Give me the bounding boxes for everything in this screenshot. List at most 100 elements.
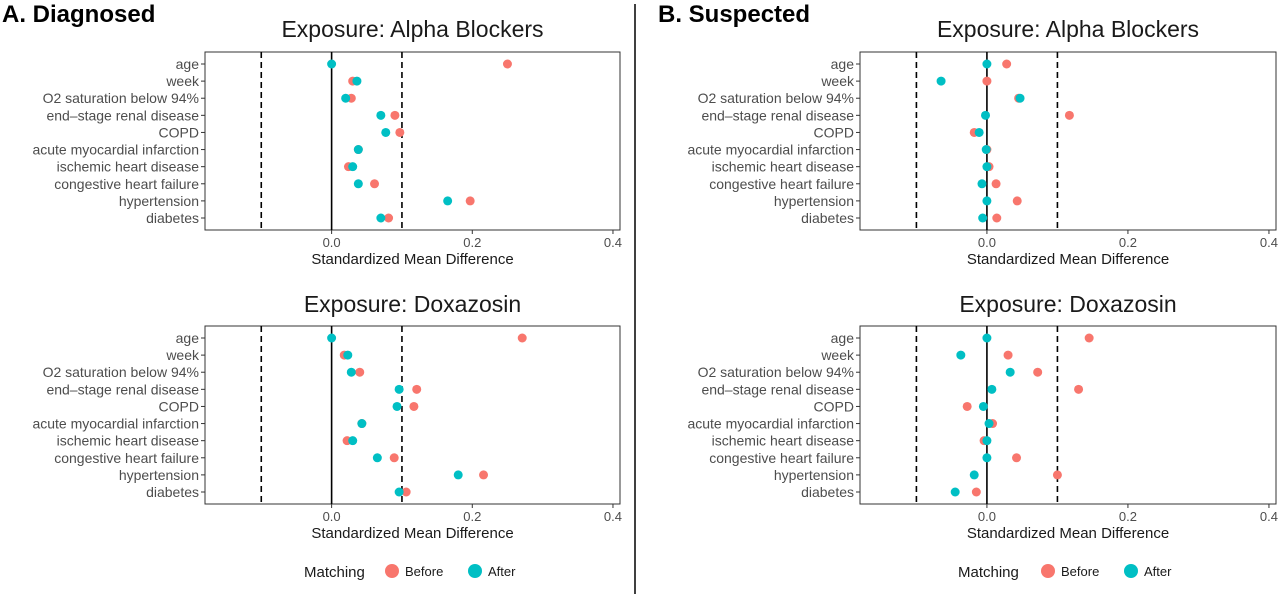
chart-title: Exposure: Alpha Blockers: [937, 16, 1199, 42]
point-before-diabetes: [401, 487, 411, 497]
point-after-week: [956, 350, 966, 360]
legend-key-after: [1124, 564, 1138, 578]
point-after-congestive-heart-failure: [372, 453, 382, 463]
x-tick-label: 0.0: [978, 235, 996, 250]
legend-left: Matching Before After: [304, 564, 516, 581]
point-before-hypertension: [1052, 470, 1062, 480]
y-tick-label-congestive-heart-failure: congestive heart failure: [54, 176, 199, 192]
x-axis-label: Standardized Mean Difference: [311, 251, 513, 268]
y-tick-label-hypertension: hypertension: [774, 467, 854, 483]
x-axis-label: Standardized Mean Difference: [967, 525, 1169, 542]
point-after-congestive-heart-failure: [982, 453, 992, 463]
point-after-congestive-heart-failure: [977, 179, 987, 189]
point-after-end-stage-renal-disease: [376, 110, 386, 120]
point-after-congestive-heart-failure: [353, 179, 363, 189]
point-before-congestive-heart-failure: [389, 453, 399, 463]
chart-title: Exposure: Alpha Blockers: [281, 16, 543, 42]
y-tick-label-diabetes: diabetes: [801, 484, 854, 500]
point-after-diabetes: [394, 487, 404, 497]
point-after-week: [352, 76, 362, 86]
y-tick-label-end-stage-renal-disease: end–stage renal disease: [46, 381, 199, 397]
y-tick-label-end-stage-renal-disease: end–stage renal disease: [701, 381, 854, 397]
point-before-copd: [395, 127, 405, 137]
point-before-congestive-heart-failure: [991, 179, 1001, 189]
point-after-end-stage-renal-disease: [987, 384, 997, 394]
y-tick-label-copd: COPD: [814, 124, 854, 140]
y-tick-label-hypertension: hypertension: [774, 193, 854, 209]
point-before-hypertension: [465, 196, 475, 206]
point-after-diabetes: [978, 213, 988, 223]
point-before-week: [1003, 350, 1013, 360]
point-after-hypertension: [982, 196, 992, 206]
point-after-ischemic-heart-disease: [348, 162, 358, 172]
point-before-age: [1002, 59, 1012, 69]
point-before-diabetes: [992, 213, 1002, 223]
plot-area: [859, 51, 1277, 231]
chart-title: Exposure: Doxazosin: [304, 291, 521, 317]
point-before-end-stage-renal-disease: [390, 110, 400, 120]
point-after-o2-saturation-below-94: [346, 367, 356, 377]
point-after-o2-saturation-below-94: [1005, 367, 1015, 377]
point-after-age: [982, 59, 992, 69]
y-tick-label-congestive-heart-failure: congestive heart failure: [709, 450, 854, 466]
x-tick-label: 0.4: [1260, 509, 1278, 524]
point-after-hypertension: [443, 196, 453, 206]
point-before-congestive-heart-failure: [370, 179, 380, 189]
x-tick-label: 0.2: [463, 509, 481, 524]
y-tick-label-copd: COPD: [814, 398, 854, 414]
x-axis-label: Standardized Mean Difference: [311, 525, 513, 542]
point-after-end-stage-renal-disease: [394, 384, 404, 394]
y-tick-label-age: age: [831, 56, 855, 72]
plot-area: [204, 51, 621, 231]
y-tick-label-acute-myocardial-infarction: acute myocardial infarction: [687, 142, 854, 158]
y-tick-label-acute-myocardial-infarction: acute myocardial infarction: [32, 416, 199, 432]
legend-title: Matching: [958, 564, 1019, 581]
y-tick-label-week: week: [165, 73, 200, 89]
y-tick-label-congestive-heart-failure: congestive heart failure: [709, 176, 854, 192]
y-tick-label-o2-saturation-below-94: O2 saturation below 94%: [698, 364, 854, 380]
point-after-diabetes: [950, 487, 960, 497]
legend-key-before: [1041, 564, 1055, 578]
legend-title: Matching: [304, 564, 365, 581]
x-axis-label: Standardized Mean Difference: [967, 251, 1169, 268]
point-before-end-stage-renal-disease: [1074, 384, 1084, 394]
y-tick-label-end-stage-renal-disease: end–stage renal disease: [701, 107, 854, 123]
x-tick-label: 0.0: [323, 235, 341, 250]
x-tick-label: 0.0: [323, 509, 341, 524]
point-after-ischemic-heart-disease: [982, 162, 992, 172]
chart-title: Exposure: Doxazosin: [959, 291, 1176, 317]
y-tick-label-hypertension: hypertension: [119, 193, 199, 209]
x-tick-label: 0.4: [1260, 235, 1278, 250]
point-after-end-stage-renal-disease: [981, 110, 991, 120]
y-tick-label-acute-myocardial-infarction: acute myocardial infarction: [32, 142, 199, 158]
point-before-age: [502, 59, 512, 69]
y-tick-label-age: age: [176, 56, 200, 72]
y-tick-label-age: age: [176, 330, 200, 346]
plot-area: [204, 325, 621, 505]
point-before-o2-saturation-below-94: [1033, 367, 1043, 377]
point-after-ischemic-heart-disease: [982, 436, 992, 446]
point-after-diabetes: [376, 213, 386, 223]
y-tick-label-ischemic-heart-disease: ischemic heart disease: [57, 433, 200, 449]
y-tick-label-ischemic-heart-disease: ischemic heart disease: [57, 159, 200, 175]
y-tick-label-o2-saturation-below-94: O2 saturation below 94%: [43, 90, 199, 106]
x-tick-label: 0.0: [978, 509, 996, 524]
y-tick-label-ischemic-heart-disease: ischemic heart disease: [712, 433, 855, 449]
point-after-week: [343, 350, 353, 360]
point-before-copd: [962, 401, 972, 411]
point-before-copd: [409, 401, 419, 411]
point-after-hypertension: [453, 470, 463, 480]
y-tick-label-o2-saturation-below-94: O2 saturation below 94%: [43, 364, 199, 380]
y-tick-label-diabetes: diabetes: [146, 210, 199, 226]
x-tick-label: 0.4: [604, 235, 622, 250]
x-tick-label: 0.2: [463, 235, 481, 250]
plot-area: [859, 325, 1277, 505]
y-tick-label-copd: COPD: [159, 124, 199, 140]
point-after-copd: [974, 127, 984, 137]
point-before-end-stage-renal-disease: [1064, 110, 1074, 120]
